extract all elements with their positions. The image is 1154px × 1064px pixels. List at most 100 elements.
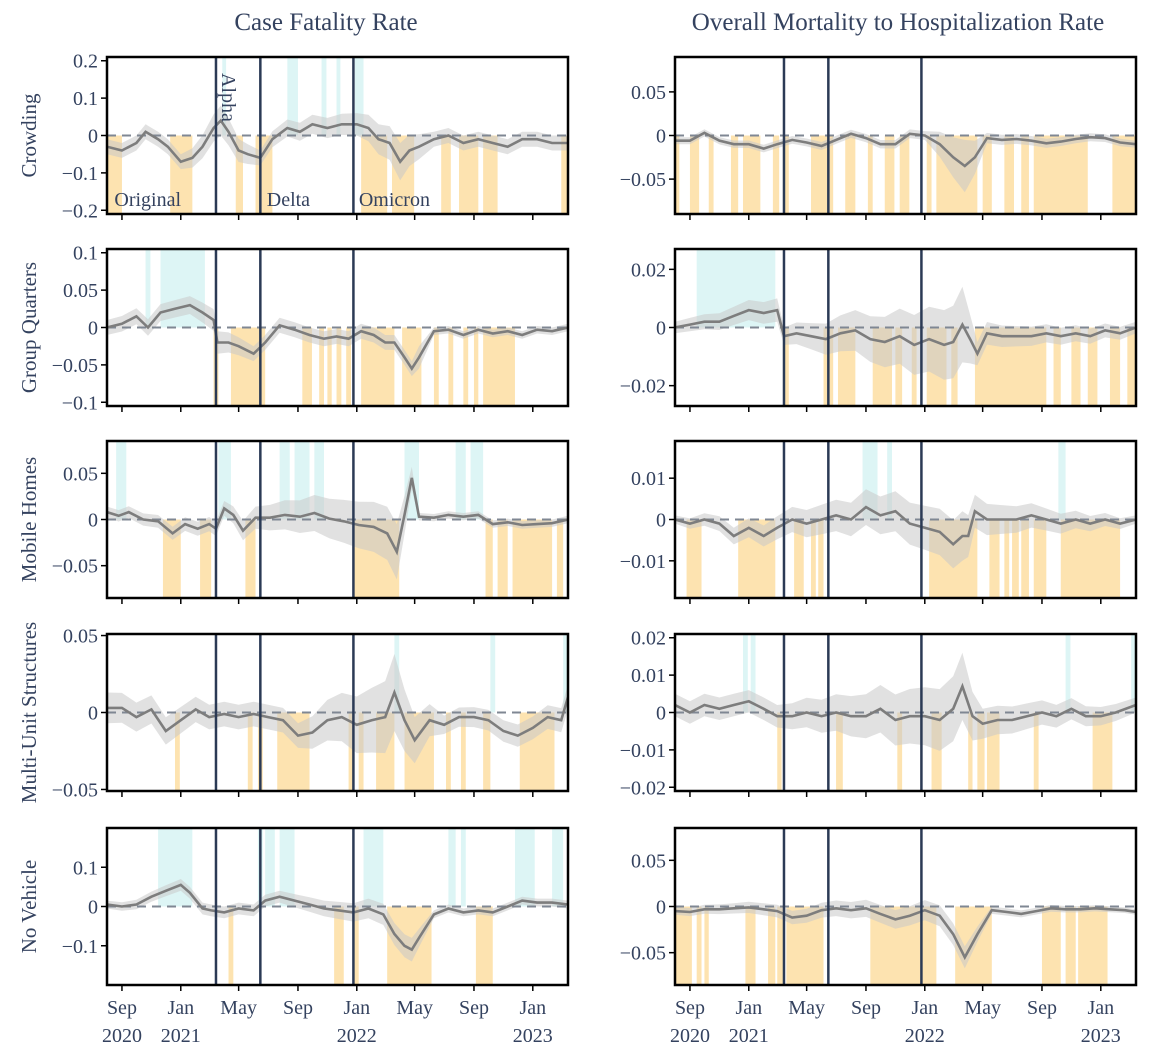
- estimate-line: [675, 906, 1136, 961]
- positive-span: [1058, 441, 1066, 520]
- negative-span: [708, 135, 714, 214]
- variant-label: Delta: [267, 189, 310, 211]
- negative-span: [448, 327, 454, 406]
- estimate-line: [107, 303, 568, 371]
- y-tick-label: 0.2: [73, 51, 98, 73]
- negative-span: [1109, 327, 1121, 406]
- negative-span: [783, 327, 789, 406]
- confidence-band: [675, 652, 1136, 751]
- estimate-line: [675, 505, 1136, 547]
- x-tick-label: Sep: [675, 997, 705, 1019]
- negative-span: [768, 906, 776, 985]
- negative-span: [899, 135, 910, 214]
- x-tick-label: Jan: [519, 997, 546, 1019]
- x-tick-label: Jan: [343, 997, 370, 1019]
- negative-span: [336, 327, 342, 406]
- negative-span: [162, 519, 181, 598]
- negative-span: [968, 712, 973, 791]
- y-tick-label: 0.01: [631, 468, 666, 490]
- positive-span: [742, 634, 748, 713]
- estimate-line: [107, 118, 568, 164]
- negative-span: [1071, 327, 1081, 406]
- negative-span: [1033, 135, 1088, 214]
- positive-span: [218, 441, 231, 520]
- negative-span: [818, 519, 824, 598]
- y-tick-label: 0: [88, 318, 98, 340]
- negative-span: [485, 519, 493, 598]
- negative-span: [483, 135, 498, 214]
- chart-panel: 0.05 0 −0.05: [52, 626, 570, 801]
- negative-span: [1078, 906, 1108, 985]
- negative-span: [460, 712, 466, 791]
- negative-span: [245, 519, 256, 598]
- y-tick-label: 0.05: [631, 82, 666, 104]
- negative-span: [1004, 135, 1014, 214]
- x-tick-label: Sep: [459, 997, 489, 1019]
- y-tick-label: 0.1: [73, 857, 98, 879]
- negative-span: [1033, 519, 1047, 598]
- x-tick-year-label: 2021: [161, 1025, 201, 1047]
- y-tick-label: −0.05: [52, 355, 98, 377]
- panel-plot-area: [107, 249, 568, 406]
- positive-span: [470, 441, 484, 520]
- negative-span: [977, 712, 985, 791]
- negative-span: [742, 135, 761, 214]
- negative-span: [884, 135, 895, 214]
- x-tick-year-label: 2020: [102, 1025, 142, 1047]
- x-tick-year-label: 2022: [905, 1025, 945, 1047]
- negative-span: [512, 519, 553, 598]
- negative-span: [704, 906, 709, 985]
- negative-span: [433, 327, 439, 406]
- chart-panel: 0.05 0 −0.05 Sep 2020 Jan 2021 May Sep Jan 2022 May…: [620, 826, 1138, 1047]
- positive-span: [321, 57, 327, 136]
- y-tick-label: 0: [88, 510, 98, 532]
- negative-span: [200, 519, 212, 598]
- y-tick-label: 0.1: [73, 243, 98, 265]
- negative-span: [459, 135, 479, 214]
- y-tick-label: −0.02: [620, 777, 666, 799]
- confidence-band: [675, 489, 1136, 569]
- y-tick-label: −0.2: [62, 200, 98, 222]
- x-tick-year-label: 2020: [670, 1025, 710, 1047]
- y-tick-label: −0.05: [620, 943, 666, 965]
- negative-span: [441, 135, 451, 214]
- y-tick-label: −0.1: [62, 163, 98, 185]
- variant-label: Omicron: [359, 189, 430, 211]
- y-tick-label: 0: [656, 126, 666, 148]
- y-tick-label: 0.1: [73, 88, 98, 110]
- negative-span: [463, 327, 469, 406]
- negative-span: [473, 327, 479, 406]
- negative-span: [1127, 327, 1136, 406]
- row-label: Crowding: [17, 93, 41, 178]
- negative-span: [445, 712, 451, 791]
- positive-span: [279, 441, 290, 520]
- negative-span: [895, 327, 903, 406]
- y-tick-label: −0.05: [52, 556, 98, 578]
- y-tick-label: 0: [656, 703, 666, 725]
- panel-plot-area: [107, 634, 568, 791]
- negative-span: [794, 519, 804, 598]
- negative-span: [897, 712, 903, 791]
- negative-span: [497, 519, 508, 598]
- y-tick-label: −0.01: [620, 551, 666, 573]
- negative-span: [346, 327, 352, 406]
- x-tick-label: May: [220, 997, 257, 1019]
- negative-span: [327, 327, 332, 406]
- negative-span: [348, 712, 354, 791]
- negative-span: [483, 712, 491, 791]
- panel-plot-area: [107, 828, 568, 985]
- negative-span: [730, 135, 739, 214]
- y-tick-label: 0.02: [631, 259, 666, 281]
- estimate-line: [107, 688, 568, 743]
- positive-span: [552, 828, 564, 907]
- panel-plot-area: [675, 441, 1136, 598]
- positive-span: [363, 828, 384, 907]
- negative-span: [867, 135, 873, 214]
- negative-span: [334, 906, 344, 985]
- positive-span: [490, 634, 496, 713]
- negative-span: [1065, 906, 1076, 985]
- x-tick-label: Jan: [735, 997, 762, 1019]
- positive-span: [287, 57, 298, 136]
- y-tick-label: 0: [88, 703, 98, 725]
- y-tick-label: 0: [656, 897, 666, 919]
